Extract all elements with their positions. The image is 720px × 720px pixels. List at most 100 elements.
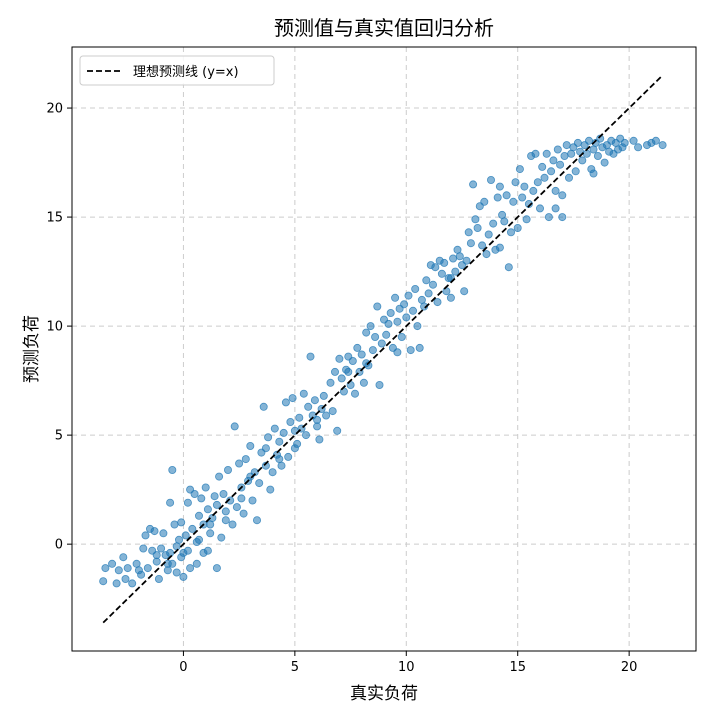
data-point: [217, 533, 226, 542]
data-point: [172, 568, 181, 577]
data-point: [533, 178, 542, 187]
data-point: [478, 241, 487, 250]
data-point: [466, 239, 475, 248]
data-point: [393, 348, 402, 357]
data-point: [168, 465, 177, 474]
data-point: [190, 489, 199, 498]
legend-box: [79, 55, 275, 86]
data-point: [509, 197, 518, 206]
data-point: [464, 228, 473, 237]
data-point: [333, 426, 342, 435]
data-point: [542, 149, 551, 158]
data-point: [400, 300, 409, 309]
data-point: [328, 407, 337, 416]
data-point: [275, 437, 284, 446]
data-point: [495, 182, 504, 191]
data-point: [246, 441, 255, 450]
data-point: [589, 145, 598, 154]
data-point: [506, 228, 515, 237]
data-point: [286, 417, 295, 426]
data-point: [206, 520, 215, 529]
data-point: [596, 134, 605, 143]
data-point: [504, 263, 513, 272]
data-point: [152, 551, 161, 560]
plot-frame: [71, 46, 697, 652]
data-point: [393, 317, 402, 326]
data-point: [241, 455, 250, 464]
data-point: [495, 243, 504, 252]
data-point: [658, 141, 667, 150]
x-tick-label: 15: [509, 660, 526, 675]
data-point: [571, 167, 580, 176]
data-point: [275, 455, 284, 464]
data-point: [228, 520, 237, 529]
data-point: [206, 529, 215, 538]
reference-line-group: [102, 74, 664, 624]
data-point: [408, 306, 417, 315]
data-point: [246, 472, 255, 481]
data-point: [493, 193, 502, 202]
data-point: [230, 422, 239, 431]
data-point: [108, 559, 117, 568]
data-point: [651, 136, 660, 145]
data-point: [437, 269, 446, 278]
data-point: [446, 293, 455, 302]
data-point: [212, 500, 221, 509]
data-point: [484, 230, 493, 239]
data-point: [382, 330, 391, 339]
data-point: [310, 396, 319, 405]
data-point: [524, 199, 533, 208]
data-point: [513, 223, 522, 232]
data-point: [600, 158, 609, 167]
data-point: [529, 186, 538, 195]
data-point: [431, 263, 440, 272]
data-point: [166, 548, 175, 557]
data-point: [449, 254, 458, 263]
data-point: [518, 193, 527, 202]
data-point: [634, 143, 643, 152]
data-point: [226, 496, 235, 505]
data-point: [520, 182, 529, 191]
data-point: [406, 346, 415, 355]
data-point: [313, 415, 322, 424]
data-point: [170, 520, 179, 529]
data-point: [150, 527, 159, 536]
data-point: [284, 452, 293, 461]
x-tick-label: 20: [621, 660, 638, 675]
data-point: [482, 250, 491, 259]
data-point: [322, 411, 331, 420]
data-point: [353, 343, 362, 352]
data-point: [362, 359, 371, 368]
data-point: [179, 548, 188, 557]
data-point: [368, 346, 377, 355]
data-point: [194, 535, 203, 544]
data-point: [515, 165, 524, 174]
axis-ticks: 0 5 10 15 20 0 5 10 15 20: [46, 102, 637, 675]
data-point: [203, 546, 212, 555]
data-point: [157, 544, 166, 553]
data-point: [201, 483, 210, 492]
data-point: [377, 339, 386, 348]
data-point: [174, 535, 183, 544]
data-point: [261, 444, 270, 453]
data-point: [163, 559, 172, 568]
data-point: [183, 498, 192, 507]
data-point: [261, 461, 270, 470]
data-point: [589, 169, 598, 178]
data-point: [471, 215, 480, 224]
data-point: [295, 413, 304, 422]
data-point: [194, 511, 203, 520]
x-tick-label: 5: [291, 660, 299, 675]
data-point: [538, 162, 547, 171]
data-point: [350, 389, 359, 398]
data-point: [411, 284, 420, 293]
data-point: [143, 564, 152, 573]
data-point: [277, 461, 286, 470]
data-point: [357, 350, 366, 359]
data-point: [460, 287, 469, 296]
data-point: [179, 572, 188, 581]
data-point: [373, 302, 382, 311]
data-point: [489, 219, 498, 228]
data-point: [139, 544, 148, 553]
